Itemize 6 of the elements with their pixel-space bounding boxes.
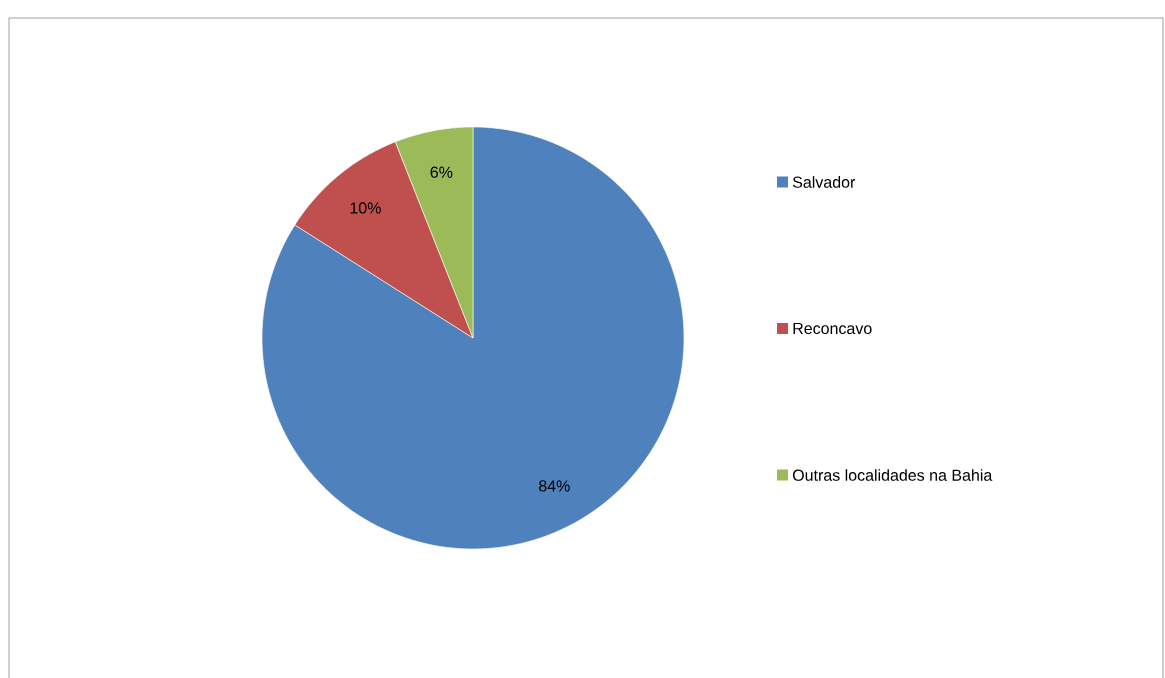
legend-label: Reconcavo — [793, 322, 872, 335]
legend-label: Salvador — [792, 176, 856, 188]
data-label: 10% — [350, 202, 381, 214]
data-label: 6% — [430, 166, 453, 178]
data-label: 84% — [539, 480, 570, 492]
legend-label: Outras localidades na Bahia — [792, 469, 993, 481]
